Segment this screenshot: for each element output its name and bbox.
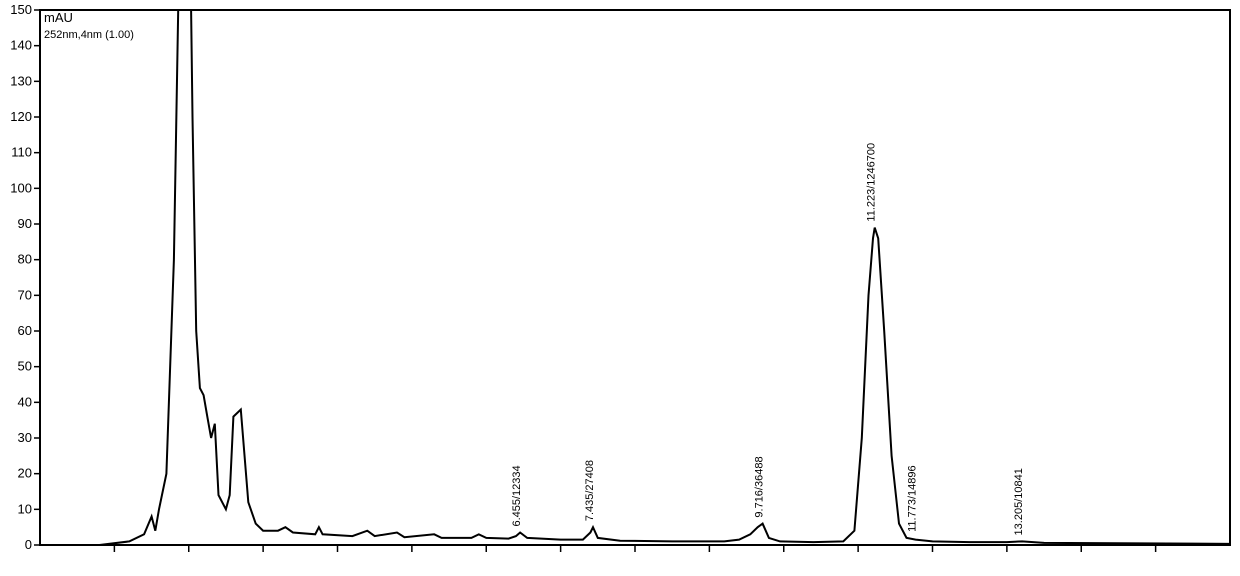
peak-label: 7.435/27408 xyxy=(584,460,596,521)
y-tick-label: 70 xyxy=(18,287,32,302)
y-axis-unit-label: mAU xyxy=(44,10,73,25)
y-tick-label: 20 xyxy=(18,466,32,481)
y-tick-label: 40 xyxy=(18,394,32,409)
y-tick-label: 150 xyxy=(10,2,32,17)
y-tick-label: 60 xyxy=(18,323,32,338)
y-tick-label: 90 xyxy=(18,216,32,231)
y-tick-label: 100 xyxy=(10,180,32,195)
y-tick-label: 50 xyxy=(18,359,32,374)
peak-labels-group: 6.455/12334 7.435/27408 9.716/36488 11.223/… xyxy=(511,143,1025,536)
y-tick-label: 130 xyxy=(10,73,32,88)
peak-label: 13.205/10841 xyxy=(1013,468,1025,535)
detector-label: 252nm,4nm (1.00) xyxy=(44,29,134,41)
peak-label: 9.716/36488 xyxy=(754,456,766,517)
y-tick-label: 10 xyxy=(18,501,32,516)
peak-label: 6.455/12334 xyxy=(511,465,523,526)
y-tick-label: 30 xyxy=(18,430,32,445)
y-axis-ticks: 0 10 20 30 40 50 60 70 80 90 100 110 120 130 140 150 xyxy=(10,2,40,552)
x-axis-ticks xyxy=(114,545,1155,552)
chromatogram-figure: { "figure": { "type": "line", "width_px"… xyxy=(0,0,1240,576)
y-tick-label: 120 xyxy=(10,109,32,124)
y-tick-label: 0 xyxy=(25,537,32,552)
y-tick-label: 80 xyxy=(18,252,32,267)
y-tick-label: 110 xyxy=(11,145,32,160)
plot-frame xyxy=(40,10,1230,545)
chromatogram-svg: 0 10 20 30 40 50 60 70 80 90 100 110 120 130 140 150 mA… xyxy=(0,0,1240,576)
y-tick-label: 140 xyxy=(10,38,32,53)
peak-label: 11.223/1246700 xyxy=(866,143,878,222)
chromatogram-trace xyxy=(40,10,1230,545)
peak-label: 11.773/14896 xyxy=(907,465,919,531)
